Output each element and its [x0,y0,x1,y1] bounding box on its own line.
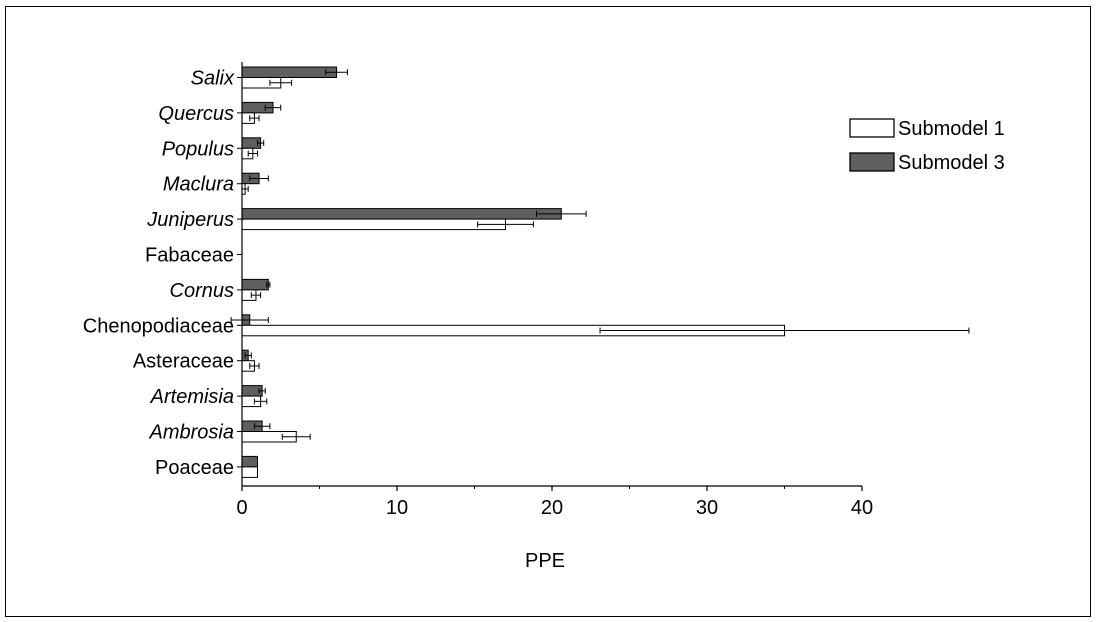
x-tick-label: 10 [386,497,408,519]
category-label-quercus: Quercus [158,103,234,125]
error-bar-maclura-submodel-3 [249,175,269,182]
bar-juniperus-submodel-3 [241,208,562,220]
bar-salix-submodel-3 [241,66,338,78]
legend-swatch-submodel-3 [849,152,895,172]
error-bar-cornus-submodel-3 [266,281,271,288]
category-label-fabaceae: Fabaceae [145,245,234,267]
error-bar-chenopodiaceae-submodel-3 [230,317,269,324]
legend-swatch-submodel-1 [849,118,895,138]
error-bar-cornus-submodel-1 [250,292,262,299]
x-tick-label: 0 [236,497,247,519]
x-axis-label: PPE [525,550,565,572]
legend-label-submodel-1: Submodel 1 [898,118,1005,140]
category-label-populus: Populus [162,138,234,160]
bar-poaceae-submodel-3 [241,455,258,468]
error-bar-juniperus-submodel-1 [477,221,534,228]
figure-frame: Salix Quercus Populus Maclura Juniperus Fabac… [5,6,1091,617]
category-label-ambrosia: Ambrosia [149,422,234,444]
error-bar-quercus-submodel-1 [249,115,260,122]
error-bar-populus-submodel-1 [247,150,258,157]
error-bar-salix-submodel-3 [325,69,348,76]
error-bar-artemisia-submodel-1 [253,398,268,405]
x-tick-label: 30 [696,497,718,519]
x-tick-label: 40 [851,497,873,519]
error-bar-salix-submodel-1 [269,79,293,86]
bar-cornus-submodel-3 [241,278,269,291]
error-bar-ambrosia-submodel-1 [281,433,311,440]
error-bar-juniperus-submodel-3 [536,210,587,217]
error-bar-artemisia-submodel-3 [258,387,266,394]
ppe-bar-chart: Salix Quercus Populus Maclura Juniperus Fabac… [83,62,1005,572]
error-bar-quercus-submodel-3 [264,104,282,111]
legend-label-submodel-3: Submodel 3 [898,152,1005,174]
bar-poaceae-submodel-1 [241,466,258,478]
legend: Submodel 1 Submodel 3 [849,118,1005,174]
error-bar-chenopodiaceae-submodel-1 [599,327,970,334]
axes-layer: Salix Quercus Populus Maclura Juniperus Fabac… [83,62,873,519]
category-label-artemisia: Artemisia [150,386,234,408]
category-label-asteraceae: Asteraceae [133,351,234,373]
category-label-cornus: Cornus [170,280,234,302]
category-label-juniperus: Juniperus [146,209,234,231]
error-bar-ambrosia-submodel-3 [253,423,271,430]
error-bar-asteraceae-submodel-1 [249,362,260,369]
x-tick-label: 20 [541,497,563,519]
category-label-salix: Salix [191,68,235,90]
bar-juniperus-submodel-1 [241,218,506,231]
error-bar-asteraceae-submodel-3 [244,352,252,359]
category-label-maclura: Maclura [163,174,234,196]
category-label-poaceae: Poaceae [155,457,234,479]
category-label-chenopodiaceae: Chenopodiaceae [83,315,234,337]
error-bar-populus-submodel-3 [257,140,265,147]
